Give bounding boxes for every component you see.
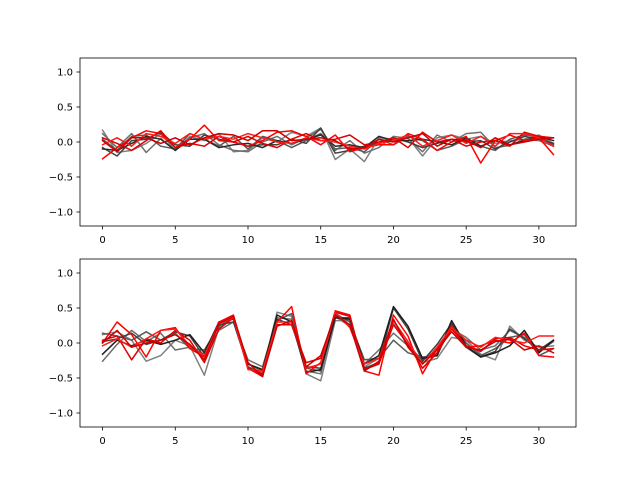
x-tick-label: 20	[387, 436, 400, 447]
series-line-9	[101, 130, 555, 153]
x-tick-label: 5	[172, 436, 178, 447]
series-line-9	[101, 314, 555, 378]
x-tick-label: 25	[460, 436, 473, 447]
x-tick-label: 0	[99, 235, 105, 246]
y-tick-label: 0.5	[57, 103, 73, 114]
series-line-8	[101, 311, 555, 372]
y-tick-label: −1.0	[49, 208, 73, 219]
x-tick-label: 15	[314, 235, 327, 246]
y-tick-label: −0.5	[49, 173, 73, 184]
bottom-subplot: 0 5 10 15 20 25 30 −1.0 −0.5 0.0 0.5 1.0	[49, 258, 577, 447]
top-subplot: 0 5 10 15 20 25 30 −1.0 −0.5 0.0 0.5 1.0	[49, 57, 577, 246]
y-tick-label: −1.0	[49, 409, 73, 420]
x-tick-label: 10	[242, 235, 255, 246]
series-group	[101, 124, 555, 164]
x-tick-label: 5	[172, 235, 178, 246]
y-tick-label: 0.0	[57, 339, 73, 350]
series-line-8	[101, 132, 555, 150]
x-tick-label: 10	[242, 436, 255, 447]
series-group	[101, 305, 555, 382]
y-tick-label: −0.5	[49, 374, 73, 385]
y-tick-label: 0.5	[57, 304, 73, 315]
y-tick-label: 0.0	[57, 138, 73, 149]
y-tick-label: 1.0	[57, 68, 73, 79]
series-line-1	[101, 311, 555, 382]
y-tick-label: 1.0	[57, 269, 73, 280]
x-tick-label: 0	[99, 436, 105, 447]
series-line-5	[101, 305, 555, 374]
x-tick-label: 30	[533, 235, 546, 246]
x-tick-label: 20	[387, 235, 400, 246]
x-tick-label: 15	[314, 436, 327, 447]
x-tick-label: 25	[460, 235, 473, 246]
x-tick-label: 30	[533, 436, 546, 447]
